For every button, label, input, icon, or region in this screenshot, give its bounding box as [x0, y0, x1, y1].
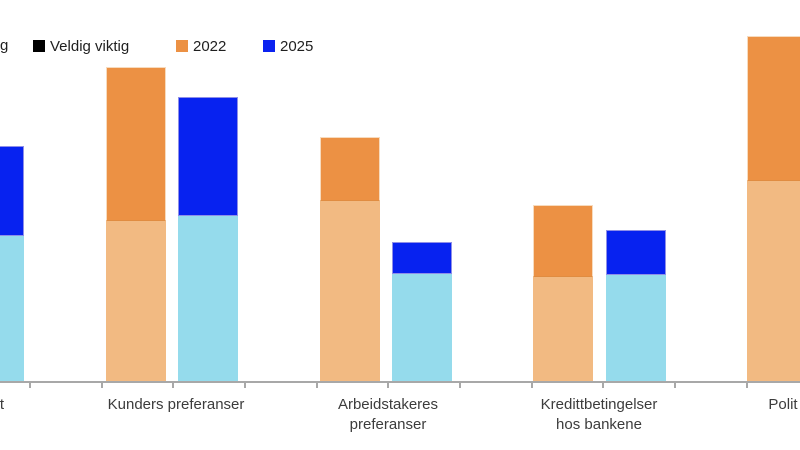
bar-2025: [0, 146, 24, 381]
legend-item-2022: 2022: [176, 37, 226, 55]
bar-segment-base-2025: [392, 274, 452, 381]
bar-segment-base-2022: [106, 221, 166, 381]
bar-2022: [320, 137, 380, 381]
x-axis-tick: [531, 383, 533, 388]
x-axis-tick: [316, 383, 318, 388]
x-axis-tick: [244, 383, 246, 388]
bar-segment-veldig-viktig-2022: [747, 36, 800, 181]
bar-2022: [106, 67, 166, 381]
x-axis-tick: [459, 383, 461, 388]
bar-2025: [178, 97, 238, 381]
category-label: Kunders preferanser: [107, 396, 245, 413]
x-axis-tick: [602, 383, 604, 388]
bar-segment-veldig-viktig-2022: [320, 137, 380, 201]
bar-2025: [606, 230, 666, 381]
category-label: Arbeidstakeres preferanser: [337, 396, 439, 433]
bar-2022: [533, 205, 593, 381]
bar-2022: [747, 36, 800, 381]
bar-segment-base-2022: [320, 201, 380, 381]
legend-label-2025: 2025: [280, 37, 314, 55]
x-axis-tick: [387, 383, 389, 388]
legend-label-veldig-viktig: Veldig viktig: [50, 37, 130, 55]
legend-item-2025: 2025: [263, 37, 313, 55]
bar-segment-veldig-viktig-2022: [106, 67, 166, 221]
bar-segment-base-2022: [533, 277, 593, 381]
x-axis-tick: [29, 383, 31, 388]
bar-segment-base-2025: [0, 236, 24, 381]
legend-item-partial: g: [0, 37, 9, 54]
bar-segment-veldig-viktig-2022: [533, 205, 593, 277]
category-label: Polit: [768, 396, 798, 413]
x-axis-line: [0, 381, 800, 383]
legend-swatch-veldig-viktig-icon: [33, 40, 45, 52]
bar-segment-veldig-viktig-2025: [178, 97, 238, 216]
bar-segment-veldig-viktig-2025: [0, 146, 24, 236]
legend-item-veldig-viktig: Veldig viktig: [33, 37, 129, 55]
legend-swatch-2025-icon: [263, 40, 275, 52]
bar-segment-base-2025: [606, 275, 666, 381]
bar-segment-veldig-viktig-2025: [392, 242, 452, 274]
bar-2025: [392, 242, 452, 381]
category-label: Kredittbetingelser hos bankene: [540, 396, 658, 433]
x-axis-tick: [674, 383, 676, 388]
x-axis-tick: [746, 383, 748, 388]
x-axis-tick: [101, 383, 103, 388]
bar-segment-base-2022: [747, 181, 800, 381]
bar-segment-veldig-viktig-2025: [606, 230, 666, 275]
bar-segment-base-2025: [178, 216, 238, 381]
x-axis-tick: [172, 383, 174, 388]
category-label: t: [0, 396, 5, 413]
legend-swatch-2022-icon: [176, 40, 188, 52]
legend-label-2022: 2022: [193, 37, 227, 55]
